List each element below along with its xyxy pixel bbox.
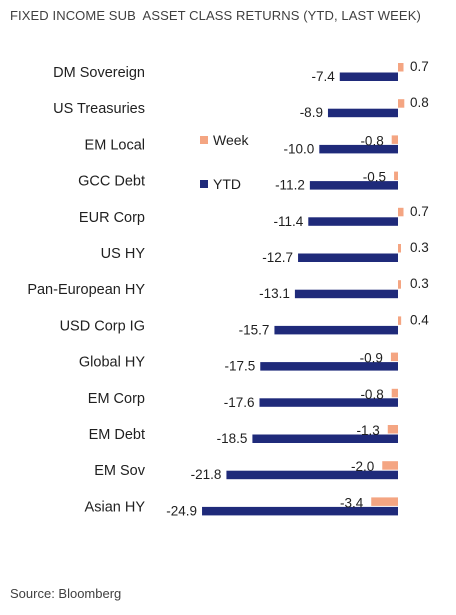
ytd-value-label: -8.9 bbox=[300, 105, 323, 120]
week-bar bbox=[398, 99, 405, 108]
labels-group: DM Sovereign -7.4 0.7 US Treasuries -8.9 0.8 E… bbox=[27, 59, 429, 518]
ytd-bar bbox=[259, 398, 398, 407]
week-bar bbox=[398, 207, 404, 217]
week-value-label: -3.4 bbox=[340, 495, 364, 510]
category-label: EUR Corp bbox=[79, 210, 145, 226]
category-label: US Treasuries bbox=[53, 101, 145, 117]
ytd-value-label: -17.5 bbox=[224, 359, 255, 374]
ytd-value-label: -10.0 bbox=[284, 141, 315, 156]
ytd-value-label: -17.6 bbox=[224, 395, 255, 410]
ytd-value-label: -15.7 bbox=[239, 322, 270, 337]
week-bar bbox=[398, 280, 401, 289]
category-label: EM Debt bbox=[89, 427, 145, 443]
ytd-bar bbox=[260, 362, 398, 371]
week-bar bbox=[398, 63, 404, 72]
ytd-bar bbox=[298, 253, 398, 262]
legend-week-swatch bbox=[200, 136, 208, 144]
category-label: Global HY bbox=[79, 355, 145, 371]
week-bar bbox=[394, 171, 398, 181]
week-value-label: 0.3 bbox=[410, 240, 429, 255]
category-label: Pan-European HY bbox=[27, 282, 145, 298]
week-bar bbox=[382, 461, 398, 470]
chart-title: FIXED INCOME SUB ASSET CLASS RETURNS (YT… bbox=[10, 8, 421, 23]
ytd-value-label: -11.4 bbox=[274, 214, 304, 229]
category-label: USD Corp IG bbox=[60, 318, 145, 334]
week-bar bbox=[391, 388, 398, 398]
category-label: EM Corp bbox=[88, 391, 145, 407]
category-label: EM Local bbox=[85, 137, 145, 153]
ytd-bar bbox=[252, 434, 398, 443]
bars-group bbox=[202, 63, 405, 516]
ytd-value-label: -24.9 bbox=[166, 503, 197, 518]
ytd-value-label: -21.8 bbox=[191, 467, 222, 482]
week-value-label: 0.7 bbox=[410, 204, 429, 219]
ytd-value-label: -7.4 bbox=[311, 69, 335, 84]
week-value-label: 0.3 bbox=[410, 276, 429, 291]
ytd-bar bbox=[309, 181, 398, 190]
ytd-bar bbox=[319, 144, 398, 154]
ytd-bar bbox=[339, 72, 398, 81]
ytd-bar bbox=[327, 108, 398, 118]
ytd-value-label: -18.5 bbox=[217, 431, 248, 446]
week-value-label: -2.0 bbox=[351, 459, 374, 474]
week-value-label: -0.8 bbox=[360, 387, 383, 402]
ytd-value-label: -13.1 bbox=[259, 286, 290, 301]
ytd-value-label: -12.7 bbox=[262, 250, 293, 265]
category-label: US HY bbox=[101, 246, 146, 262]
week-value-label: -0.9 bbox=[360, 351, 383, 366]
category-label: EM Sov bbox=[94, 463, 146, 479]
week-bar bbox=[398, 244, 401, 253]
category-label: Asian HY bbox=[85, 499, 146, 515]
ytd-bar bbox=[202, 506, 398, 516]
week-value-label: 0.4 bbox=[410, 312, 429, 327]
legend-week-label: Week bbox=[213, 132, 250, 148]
week-value-label: 0.7 bbox=[410, 59, 429, 74]
legend: Week YTD bbox=[200, 132, 250, 192]
week-value-label: -0.5 bbox=[363, 170, 386, 185]
week-value-label: -1.3 bbox=[357, 423, 380, 438]
ytd-bar bbox=[294, 289, 398, 299]
ytd-bar bbox=[274, 325, 398, 335]
source-note: Source: Bloomberg bbox=[10, 586, 122, 601]
ytd-bar bbox=[308, 217, 398, 226]
week-bar bbox=[390, 352, 398, 362]
ytd-bar bbox=[226, 470, 398, 480]
legend-ytd-label: YTD bbox=[213, 176, 241, 192]
week-bar bbox=[398, 316, 402, 325]
week-bar bbox=[387, 425, 398, 434]
ytd-value-label: -11.2 bbox=[275, 178, 305, 193]
week-bar bbox=[371, 497, 398, 506]
legend-ytd-swatch bbox=[200, 180, 208, 188]
category-label: DM Sovereign bbox=[53, 65, 145, 81]
week-bar bbox=[391, 135, 398, 144]
week-value-label: -0.8 bbox=[360, 133, 383, 148]
week-value-label: 0.8 bbox=[410, 95, 429, 110]
category-label: GCC Debt bbox=[78, 174, 145, 190]
